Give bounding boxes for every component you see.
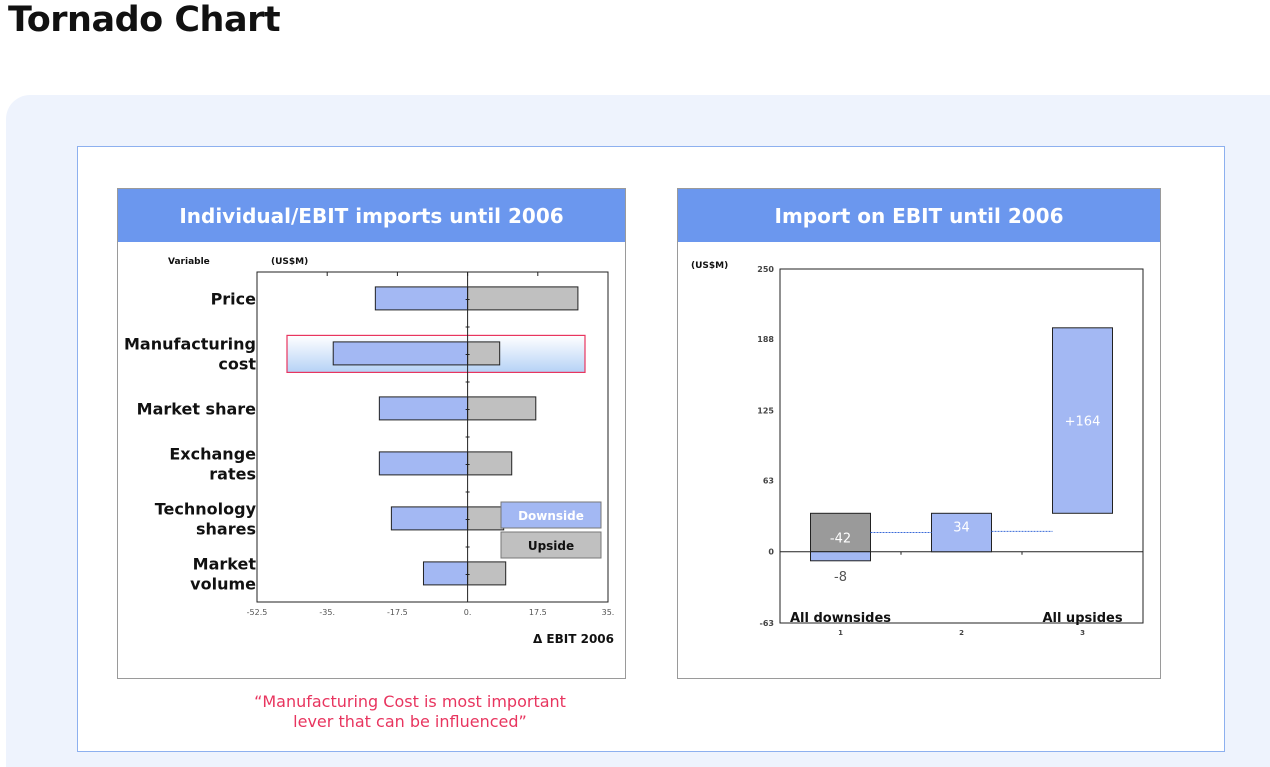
downside-bar [378, 396, 469, 421]
waterfall-chart-box: Import on EBIT until 2006 (US$M) -63 0 63 12… [677, 188, 1161, 679]
downside-bar [378, 451, 469, 476]
waterfall-bar [810, 551, 871, 562]
quote-line-2: lever that can be influenced” [293, 712, 527, 731]
y-tick-label: 63 [763, 476, 774, 485]
category-label: cost [218, 354, 256, 373]
x-tick-label: -52.5 [247, 608, 268, 617]
category-label: rates [209, 464, 256, 483]
category-label: Exchange [169, 444, 256, 463]
legend-upside-label: Upside [528, 539, 574, 553]
unit-label: (US$M) [691, 261, 728, 271]
category-label: All upsides [1042, 611, 1122, 626]
category-label: Market [193, 554, 257, 573]
bar-value-label: -42 [830, 531, 851, 546]
y-tick-label: 188 [757, 335, 774, 344]
x-axis-label: Δ EBIT 2006 [533, 632, 614, 646]
y-tick-label: -63 [760, 619, 774, 628]
x-tick-label: 35. [602, 608, 615, 617]
x-tick-label: 2 [959, 629, 964, 637]
waterfall-bar [1052, 327, 1113, 514]
bar-value-label: +164 [1065, 415, 1101, 430]
x-tick-label: 0. [464, 608, 472, 617]
key-insight-quote: “Manufacturing Cost is most important le… [200, 692, 620, 732]
category-label: All downsides [790, 611, 891, 626]
variable-header: Variable [168, 257, 210, 267]
y-tick-label: 125 [757, 406, 774, 415]
legend-upside-swatch [500, 531, 602, 559]
bar-value-label: -8 [834, 570, 847, 585]
category-label: Market share [137, 399, 256, 418]
upside-bar [467, 396, 537, 421]
upside-bar [467, 561, 507, 586]
upside-bar [467, 506, 505, 531]
unit-label: (US$M) [271, 257, 308, 267]
legend-downside-swatch [500, 501, 602, 529]
waterfall-bar [931, 512, 992, 553]
plot-frame [779, 268, 1144, 624]
y-tick-label: 250 [757, 265, 774, 274]
waterfall-chart-title: Import on EBIT until 2006 [678, 189, 1160, 242]
bar-value-label: 34 [953, 520, 970, 535]
tornado-chart-box: Individual/EBIT imports until 2006 Varia… [117, 188, 626, 679]
category-label: Technology [155, 499, 257, 518]
category-label: volume [190, 574, 256, 593]
upside-bar [467, 341, 501, 366]
y-tick-label: 0 [768, 548, 774, 557]
upside-bar [467, 451, 513, 476]
x-tick-label: -35. [319, 608, 335, 617]
category-label: Manufacturing [124, 334, 256, 353]
downside-bar [374, 286, 469, 311]
x-tick-label: 17.5 [529, 608, 547, 617]
downside-bar [332, 341, 469, 366]
x-tick-label: -17.5 [387, 608, 408, 617]
plot-frame [256, 271, 609, 603]
quote-line-1: “Manufacturing Cost is most important [254, 692, 566, 711]
x-tick-label: 3 [1080, 629, 1085, 637]
downside-bar [390, 506, 469, 531]
page-title: Tornado Chart [8, 0, 281, 40]
category-label: Price [211, 289, 257, 308]
category-label: shares [196, 519, 256, 538]
tornado-chart-title: Individual/EBIT imports until 2006 [118, 189, 625, 242]
legend-downside-label: Downside [518, 509, 584, 523]
x-tick-label: 1 [838, 629, 843, 637]
waterfall-chart: (US$M) -63 0 63 125 188 250 -42 -8 1 All downsides… [691, 261, 1144, 637]
upside-bar [467, 286, 579, 311]
downside-bar [422, 561, 469, 586]
